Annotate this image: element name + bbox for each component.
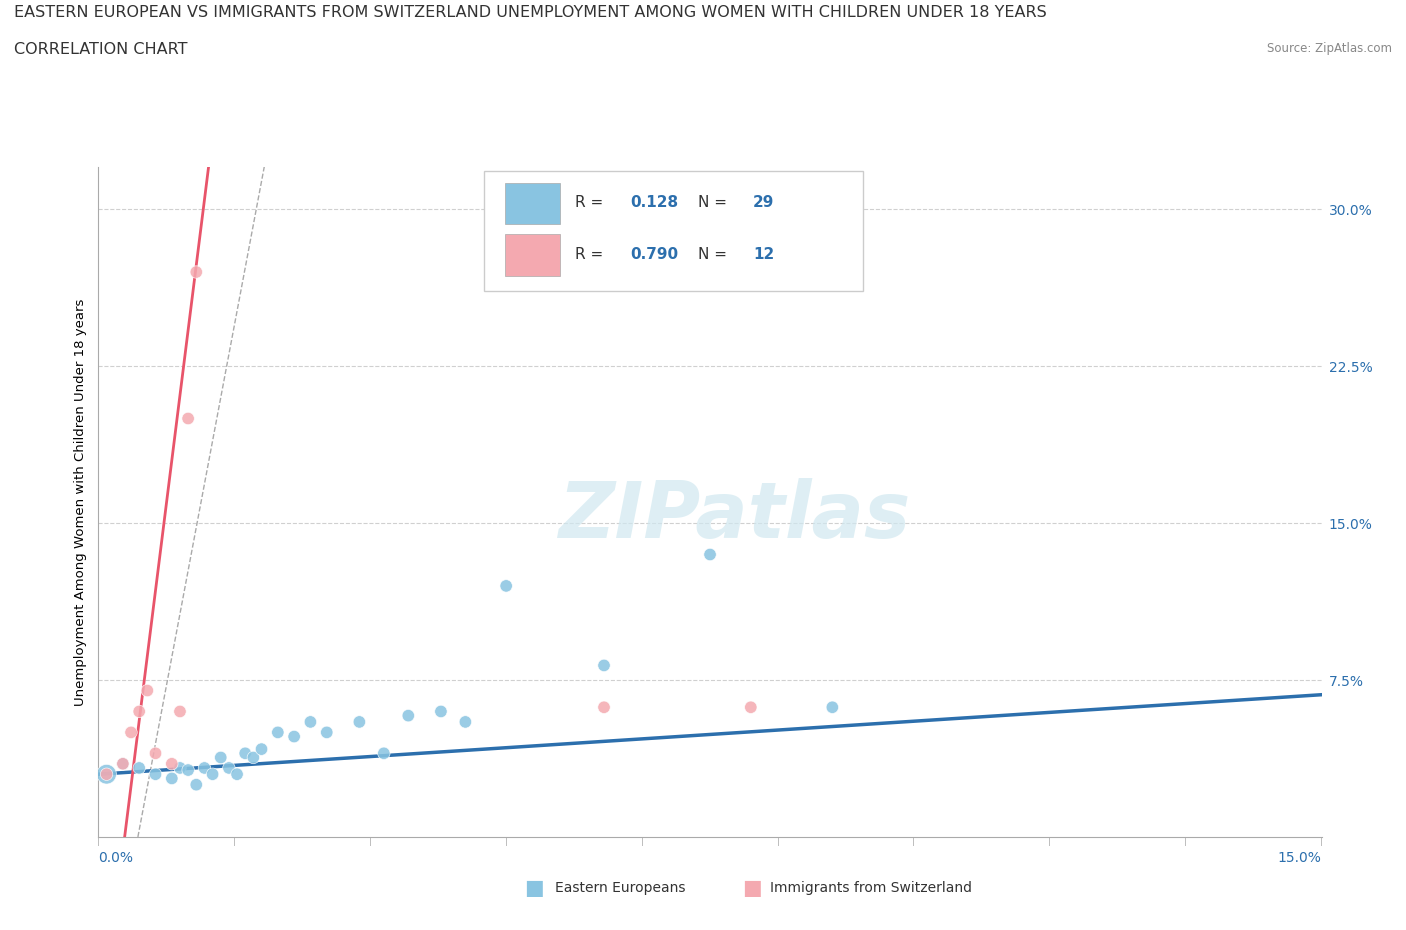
Point <box>396 709 419 724</box>
Point <box>145 766 167 781</box>
Point <box>169 761 191 776</box>
Text: EASTERN EUROPEAN VS IMMIGRANTS FROM SWITZERLAND UNEMPLOYMENT AMONG WOMEN WITH CH: EASTERN EUROPEAN VS IMMIGRANTS FROM SWIT… <box>14 5 1047 20</box>
Point <box>128 761 150 776</box>
Text: 15.0%: 15.0% <box>1278 851 1322 865</box>
Point <box>495 578 517 593</box>
Text: Immigrants from Switzerland: Immigrants from Switzerland <box>770 881 973 896</box>
Text: Eastern Europeans: Eastern Europeans <box>555 881 686 896</box>
Text: ■: ■ <box>524 878 544 898</box>
FancyBboxPatch shape <box>505 183 560 224</box>
Text: |: | <box>1184 837 1187 846</box>
Point <box>111 756 134 771</box>
Point <box>186 777 208 792</box>
Point <box>136 683 159 698</box>
Point <box>593 700 616 715</box>
Point <box>177 411 200 426</box>
Text: |: | <box>1049 837 1052 846</box>
Point <box>233 746 256 761</box>
Text: |: | <box>97 837 100 846</box>
Point <box>209 750 232 764</box>
Point <box>160 756 183 771</box>
Point <box>821 700 844 715</box>
Point <box>128 704 150 719</box>
Point <box>299 714 322 729</box>
Point <box>160 771 183 786</box>
Point <box>177 763 200 777</box>
Text: N =: N = <box>697 247 731 262</box>
Point <box>96 766 118 781</box>
Text: |: | <box>1320 837 1323 846</box>
Point <box>283 729 305 744</box>
Text: ZIPatlas: ZIPatlas <box>558 478 911 553</box>
Point <box>193 761 215 776</box>
FancyBboxPatch shape <box>505 234 560 276</box>
Point <box>373 746 395 761</box>
Text: Source: ZipAtlas.com: Source: ZipAtlas.com <box>1267 42 1392 55</box>
Point <box>349 714 371 729</box>
Point <box>430 704 453 719</box>
Point <box>267 725 290 740</box>
Text: |: | <box>641 837 644 846</box>
Text: R =: R = <box>575 194 609 210</box>
Point <box>201 766 224 781</box>
Point <box>454 714 477 729</box>
Text: |: | <box>233 837 236 846</box>
Point <box>242 750 264 764</box>
Text: |: | <box>776 837 779 846</box>
Point <box>120 725 142 740</box>
FancyBboxPatch shape <box>484 171 863 291</box>
Point <box>145 746 167 761</box>
Point <box>250 742 273 757</box>
Text: |: | <box>368 837 371 846</box>
Text: |: | <box>505 837 508 846</box>
Text: N =: N = <box>697 194 731 210</box>
Y-axis label: Unemployment Among Women with Children Under 18 years: Unemployment Among Women with Children U… <box>75 299 87 706</box>
Text: 0.0%: 0.0% <box>98 851 134 865</box>
Point <box>699 547 721 562</box>
Text: 12: 12 <box>752 247 775 262</box>
Point <box>111 756 134 771</box>
Text: CORRELATION CHART: CORRELATION CHART <box>14 42 187 57</box>
Text: 0.790: 0.790 <box>630 247 679 262</box>
Point <box>96 766 118 781</box>
Text: R =: R = <box>575 247 609 262</box>
Text: 29: 29 <box>752 194 775 210</box>
Text: |: | <box>912 837 915 846</box>
Text: 0.128: 0.128 <box>630 194 679 210</box>
Point <box>315 725 337 740</box>
Text: ■: ■ <box>742 878 762 898</box>
Point <box>186 265 208 280</box>
Point <box>169 704 191 719</box>
Point <box>218 761 240 776</box>
Point <box>593 658 616 673</box>
Point <box>740 700 762 715</box>
Point <box>226 766 249 781</box>
